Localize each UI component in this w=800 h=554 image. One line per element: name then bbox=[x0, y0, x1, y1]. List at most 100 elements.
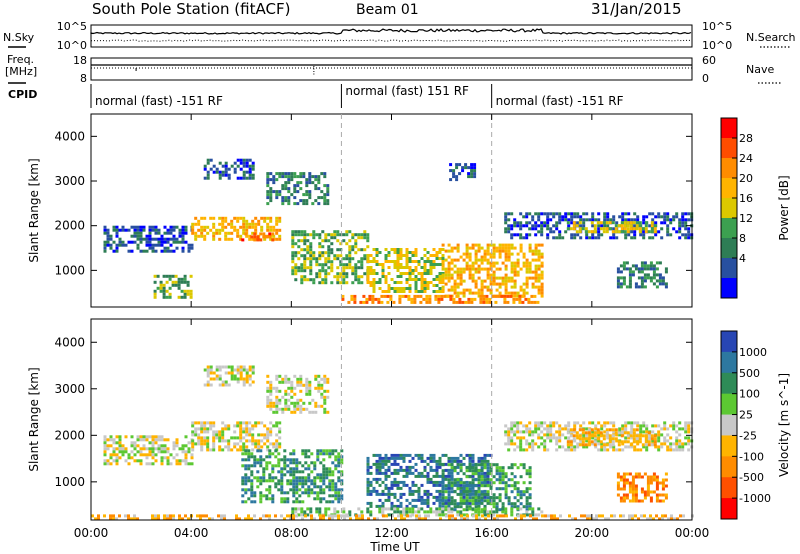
power-cell bbox=[339, 233, 343, 237]
velocity-cell bbox=[483, 510, 487, 514]
velocity-cell bbox=[304, 476, 308, 480]
power-cell bbox=[633, 236, 637, 240]
velocity-cell bbox=[588, 433, 592, 437]
velocity-cell bbox=[245, 445, 249, 449]
power-cell bbox=[498, 252, 502, 256]
power-cell bbox=[576, 221, 580, 225]
power-cell bbox=[162, 274, 166, 278]
velocity-cell bbox=[337, 458, 341, 462]
velocity-cell bbox=[471, 469, 475, 473]
power-cell bbox=[483, 255, 487, 259]
velocity-cell bbox=[519, 496, 523, 500]
velocity-cell bbox=[390, 453, 394, 457]
power-cell bbox=[540, 221, 544, 225]
velocity-cell bbox=[474, 469, 478, 473]
velocity-cell bbox=[296, 407, 300, 411]
power-cell bbox=[663, 212, 667, 216]
velocity-cell bbox=[480, 484, 484, 488]
power-cell bbox=[351, 236, 355, 240]
velocity-cell bbox=[402, 456, 406, 460]
velocity-cell bbox=[402, 513, 406, 517]
velocity-cell bbox=[293, 410, 297, 414]
velocity-cell bbox=[513, 430, 517, 434]
velocity-cell bbox=[510, 439, 514, 443]
power-cell bbox=[489, 264, 493, 268]
velocity-cell bbox=[471, 453, 475, 457]
velocity-cell bbox=[269, 430, 273, 434]
power-cell bbox=[136, 237, 140, 241]
velocity-cell bbox=[429, 507, 433, 511]
velocity-cell bbox=[203, 436, 207, 440]
velocity-cell bbox=[450, 477, 454, 481]
power-cell bbox=[236, 228, 240, 232]
power-cell bbox=[681, 212, 685, 216]
velocity-cell bbox=[640, 514, 643, 518]
velocity-cell bbox=[244, 500, 248, 504]
velocity-cell bbox=[447, 507, 451, 511]
power-cell bbox=[456, 267, 460, 271]
velocity-cell bbox=[624, 421, 628, 425]
velocity-cell bbox=[540, 430, 544, 434]
velocity-cell bbox=[643, 514, 646, 518]
velocity-cell bbox=[251, 371, 255, 375]
velocity-cell bbox=[489, 466, 493, 470]
power-cell bbox=[169, 243, 173, 247]
velocity-cell bbox=[504, 433, 508, 437]
velocity-cell bbox=[115, 456, 119, 460]
velocity-cell bbox=[675, 436, 679, 440]
velocity-cell bbox=[608, 443, 612, 447]
power-cell bbox=[269, 193, 273, 197]
power-cell bbox=[314, 175, 318, 179]
velocity-cell bbox=[253, 476, 257, 480]
velocity-cell bbox=[400, 514, 403, 518]
velocity-cell bbox=[587, 428, 591, 432]
power-cell bbox=[387, 260, 391, 263]
power-cell bbox=[537, 264, 541, 268]
velocity-cell bbox=[528, 433, 532, 437]
power-cell bbox=[348, 239, 352, 243]
power-colorbar-tick-label: 12 bbox=[739, 212, 753, 225]
power-cell bbox=[513, 291, 517, 295]
power-cell bbox=[153, 274, 157, 278]
power-cell bbox=[640, 282, 644, 286]
velocity-cell bbox=[625, 493, 629, 497]
velocity-cell bbox=[331, 470, 335, 474]
velocity-cell bbox=[142, 444, 146, 448]
velocity-cell bbox=[495, 463, 499, 467]
power-cell bbox=[462, 270, 466, 274]
velocity-cell bbox=[295, 485, 299, 489]
power-cell bbox=[181, 231, 185, 235]
power-cell bbox=[429, 272, 433, 275]
velocity-cell bbox=[525, 487, 529, 491]
velocity-colorbar-tick-label: -500 bbox=[739, 471, 764, 484]
power-cell bbox=[375, 281, 379, 284]
power-cell bbox=[180, 277, 184, 281]
velocity-cell bbox=[378, 456, 382, 460]
velocity-cell bbox=[266, 445, 270, 449]
velocity-cell bbox=[534, 442, 538, 446]
velocity-cell bbox=[408, 453, 412, 457]
power-cell bbox=[420, 281, 424, 284]
power-cell bbox=[371, 300, 375, 304]
velocity-cell bbox=[642, 445, 646, 449]
velocity-cell bbox=[516, 430, 520, 434]
power-cell bbox=[327, 266, 331, 270]
velocity-cell bbox=[575, 431, 579, 435]
velocity-cell bbox=[106, 444, 110, 448]
velocity-cell bbox=[292, 479, 296, 483]
power-cell bbox=[660, 227, 664, 231]
velocity-cell bbox=[277, 479, 281, 483]
power-cell bbox=[393, 251, 397, 254]
power-cell bbox=[312, 233, 316, 237]
power-cell bbox=[302, 175, 306, 179]
velocity-cell bbox=[583, 514, 586, 518]
power-cell bbox=[432, 284, 436, 287]
power-cell bbox=[366, 245, 370, 249]
velocity-cell bbox=[324, 507, 328, 511]
velocity-cell bbox=[322, 458, 326, 462]
velocity-cell bbox=[314, 401, 318, 405]
power-cell bbox=[669, 218, 673, 222]
power-cell bbox=[366, 281, 370, 284]
velocity-cell bbox=[196, 514, 199, 518]
velocity-cell bbox=[384, 486, 388, 490]
